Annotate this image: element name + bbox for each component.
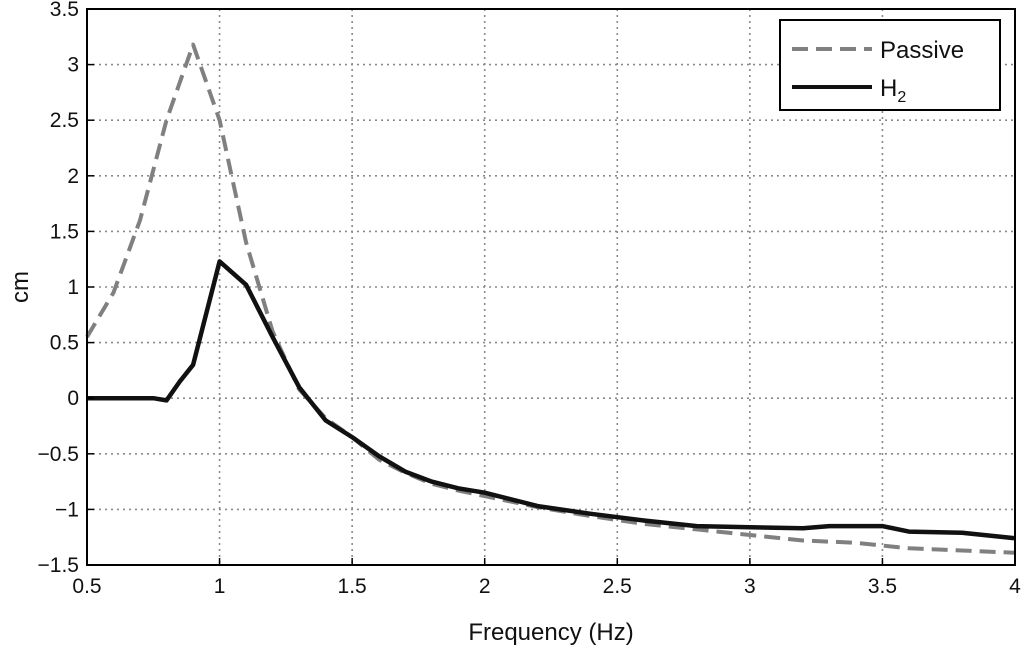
x-tick-label: 2 — [479, 575, 491, 598]
y-tick-label: 1.5 — [50, 220, 79, 243]
legend-box — [779, 19, 1001, 111]
y-tick-label: 2 — [67, 165, 79, 188]
x-tick-label: 1 — [214, 575, 226, 598]
y-tick-label: −1 — [55, 498, 79, 521]
series-line-h — [87, 259, 1016, 541]
y-tick-label: 1 — [67, 276, 79, 299]
legend-label: Passive — [880, 37, 964, 64]
y-tick-label: −1.5 — [38, 554, 79, 577]
y-tick-label: −0.5 — [38, 443, 79, 466]
x-axis-title: Frequency (Hz) — [468, 619, 633, 646]
plot-series — [85, 42, 1016, 555]
x-tick-label: 0.5 — [72, 575, 101, 598]
y-axis-title: cm — [7, 271, 34, 303]
x-tick-label: 3 — [744, 575, 756, 598]
y-tick-label: 0 — [67, 387, 79, 410]
x-axis-ticks: 0.5 1 1.5 2 2.5 3 3.5 4 — [72, 558, 1021, 598]
y-axis-ticks: −1.5 −1 −0.5 0 0.5 1 1.5 2 2.5 3 3.5 — [38, 0, 94, 577]
y-tick-label: 2.5 — [50, 109, 79, 132]
y-tick-label: 0.5 — [50, 332, 79, 355]
x-tick-label: 4 — [1009, 575, 1021, 598]
y-tick-label: 3 — [67, 54, 79, 77]
y-tick-label: 3.5 — [50, 0, 79, 21]
x-tick-label: 2.5 — [603, 575, 632, 598]
x-tick-label: 3.5 — [868, 575, 897, 598]
x-tick-label: 1.5 — [338, 575, 367, 598]
